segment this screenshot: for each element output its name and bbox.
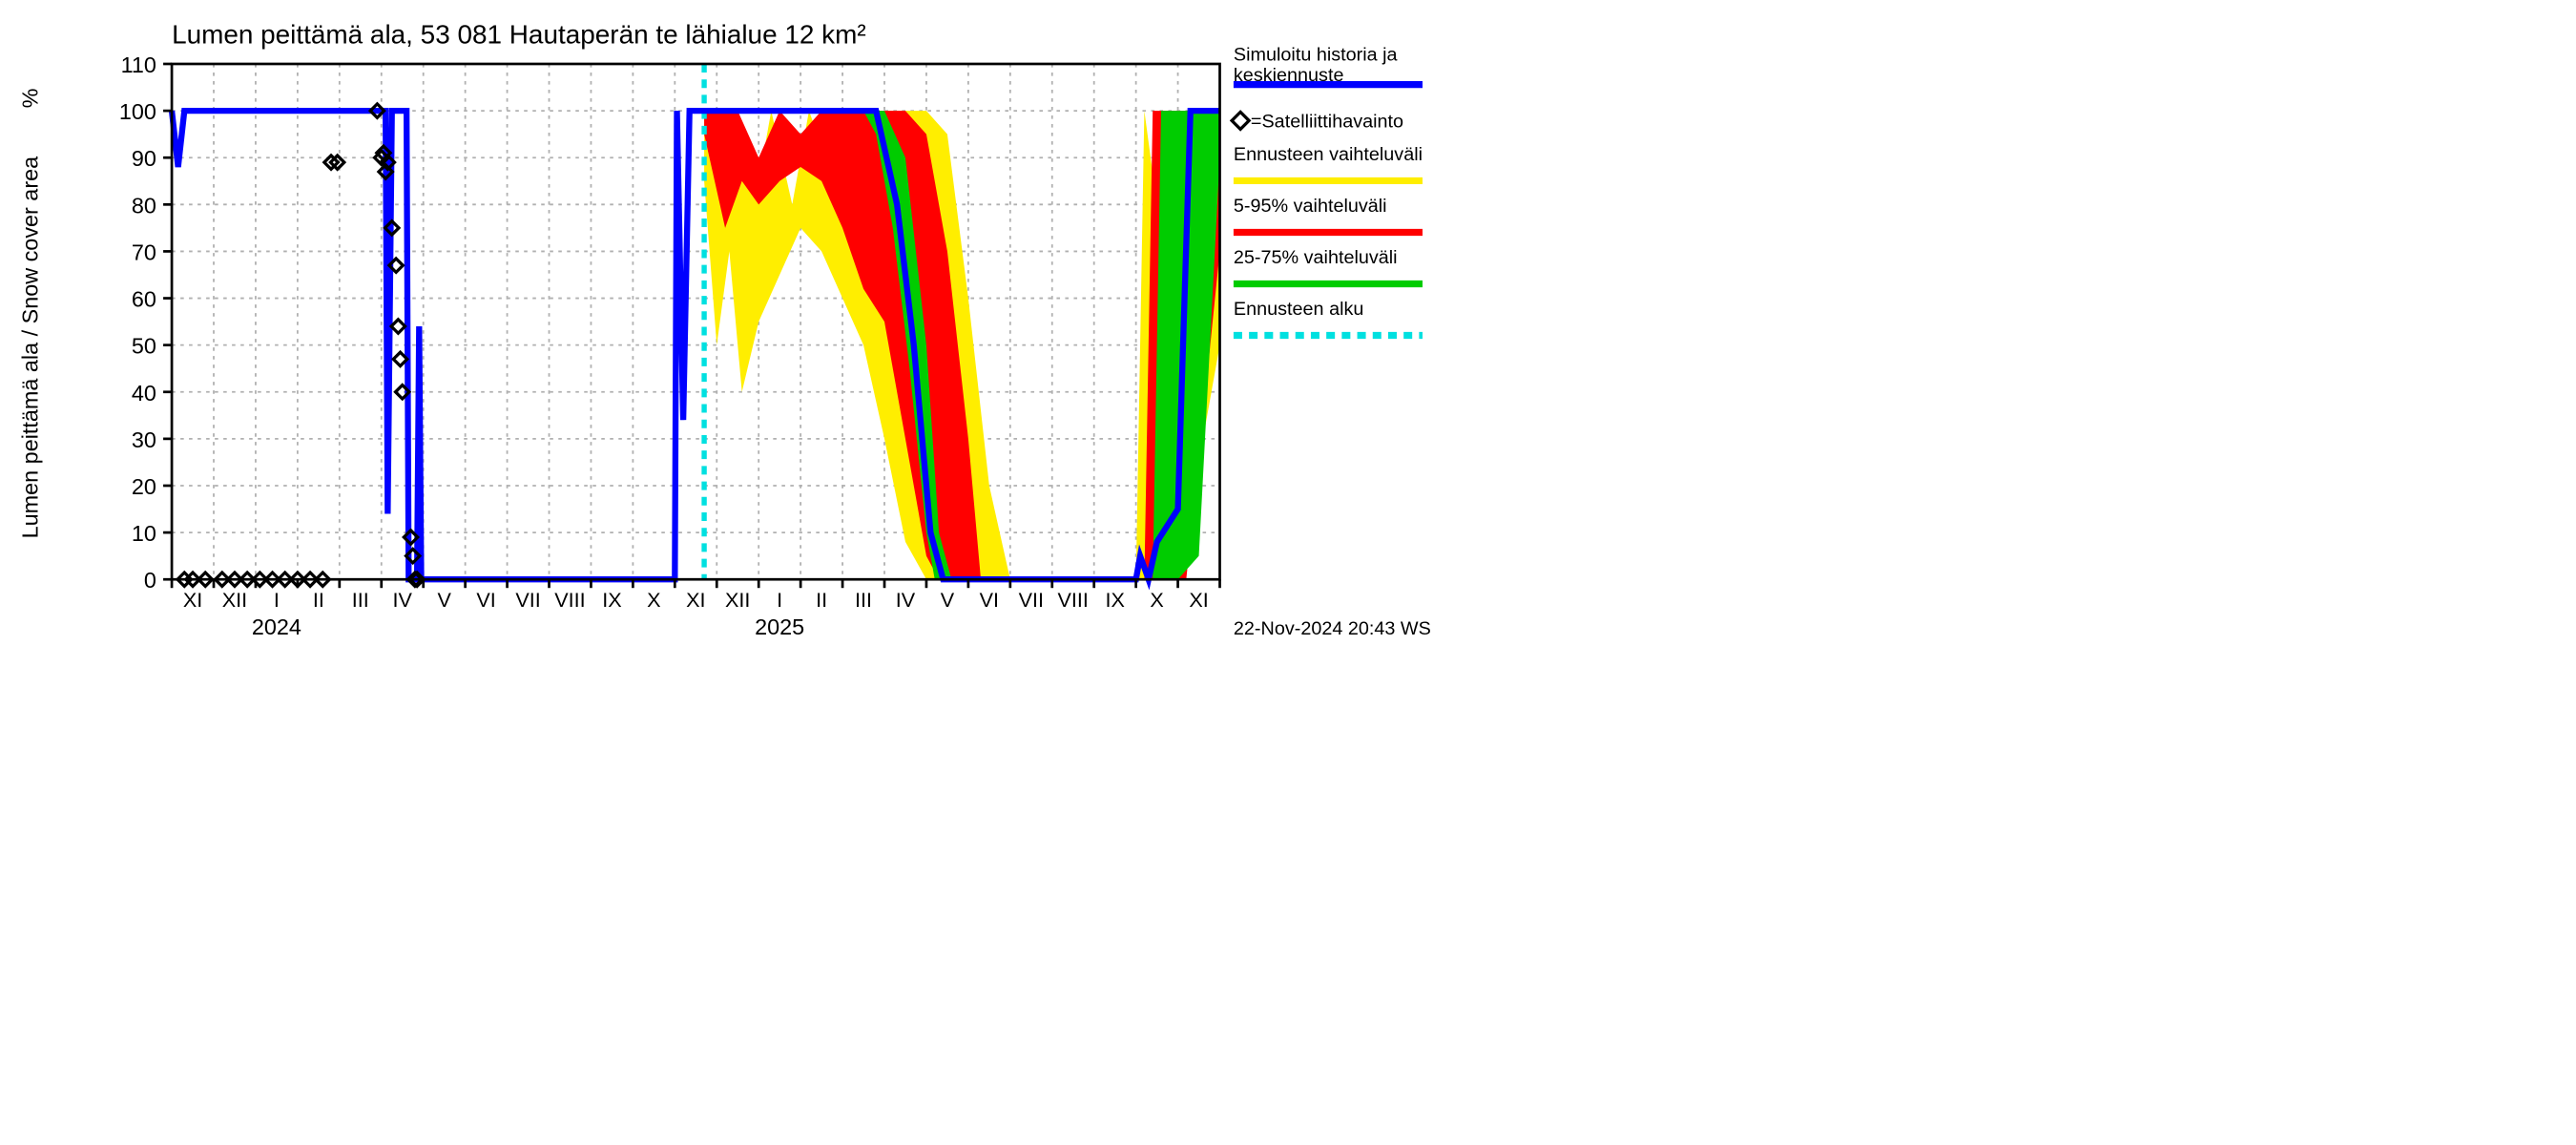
svg-text:70: 70 — [132, 239, 156, 264]
svg-text:III: III — [855, 588, 872, 612]
svg-text:VII: VII — [515, 588, 540, 612]
svg-text:IV: IV — [393, 588, 413, 612]
svg-text:X: X — [647, 588, 660, 612]
svg-text:V: V — [437, 588, 451, 612]
svg-text:10: 10 — [132, 521, 156, 546]
snow-cover-chart: 0102030405060708090100110XIXIIIIIIIIIVVV… — [0, 0, 1431, 636]
svg-text:V: V — [941, 588, 955, 612]
svg-text:VI: VI — [980, 588, 999, 612]
svg-text:2025: 2025 — [755, 614, 804, 636]
svg-text:30: 30 — [132, 427, 156, 452]
svg-text:5-95% vaihteluväli: 5-95% vaihteluväli — [1234, 196, 1387, 217]
svg-text:VI: VI — [476, 588, 495, 612]
svg-text:50: 50 — [132, 334, 156, 359]
svg-text:110: 110 — [121, 52, 156, 77]
svg-text:XI: XI — [1189, 588, 1208, 612]
svg-text:60: 60 — [132, 287, 156, 312]
svg-text:Lumen peittämä ala / Snow cove: Lumen peittämä ala / Snow cover area — [18, 156, 43, 538]
svg-text:20: 20 — [132, 474, 156, 499]
svg-text:II: II — [816, 588, 827, 612]
svg-text:II: II — [313, 588, 324, 612]
svg-text:Ennusteen vaihteluväli: Ennusteen vaihteluväli — [1234, 144, 1423, 165]
svg-text:VIII: VIII — [1058, 588, 1089, 612]
svg-text:IX: IX — [1105, 588, 1124, 612]
svg-text:40: 40 — [132, 381, 156, 406]
svg-text:VIII: VIII — [554, 588, 585, 612]
svg-text:%: % — [18, 89, 43, 109]
svg-text:III: III — [352, 588, 369, 612]
svg-text:IX: IX — [602, 588, 621, 612]
svg-text:XII: XII — [725, 588, 750, 612]
svg-text:2024: 2024 — [252, 614, 301, 636]
svg-text:80: 80 — [132, 193, 156, 218]
svg-text:0: 0 — [144, 568, 156, 593]
svg-text:I: I — [777, 588, 782, 612]
svg-text:25-75% vaihteluväli: 25-75% vaihteluväli — [1234, 247, 1398, 268]
svg-text:22-Nov-2024 20:43 WSFS-O: 22-Nov-2024 20:43 WSFS-O — [1234, 618, 1431, 636]
svg-text:XI: XI — [183, 588, 202, 612]
svg-text:X: X — [1150, 588, 1163, 612]
svg-text:VII: VII — [1019, 588, 1044, 612]
svg-text:100: 100 — [119, 99, 156, 124]
svg-text:Simuloitu historia ja: Simuloitu historia ja — [1234, 44, 1399, 65]
chart-title: Lumen peittämä ala, 53 081 Hautaperän te… — [172, 19, 866, 49]
svg-text:XI: XI — [686, 588, 705, 612]
svg-text:XII: XII — [222, 588, 247, 612]
svg-text:=Satelliittihavainto: =Satelliittihavainto — [1251, 112, 1403, 133]
svg-text:90: 90 — [132, 146, 156, 171]
svg-text:IV: IV — [896, 588, 916, 612]
svg-text:I: I — [274, 588, 280, 612]
svg-text:Ennusteen alku: Ennusteen alku — [1234, 299, 1363, 320]
